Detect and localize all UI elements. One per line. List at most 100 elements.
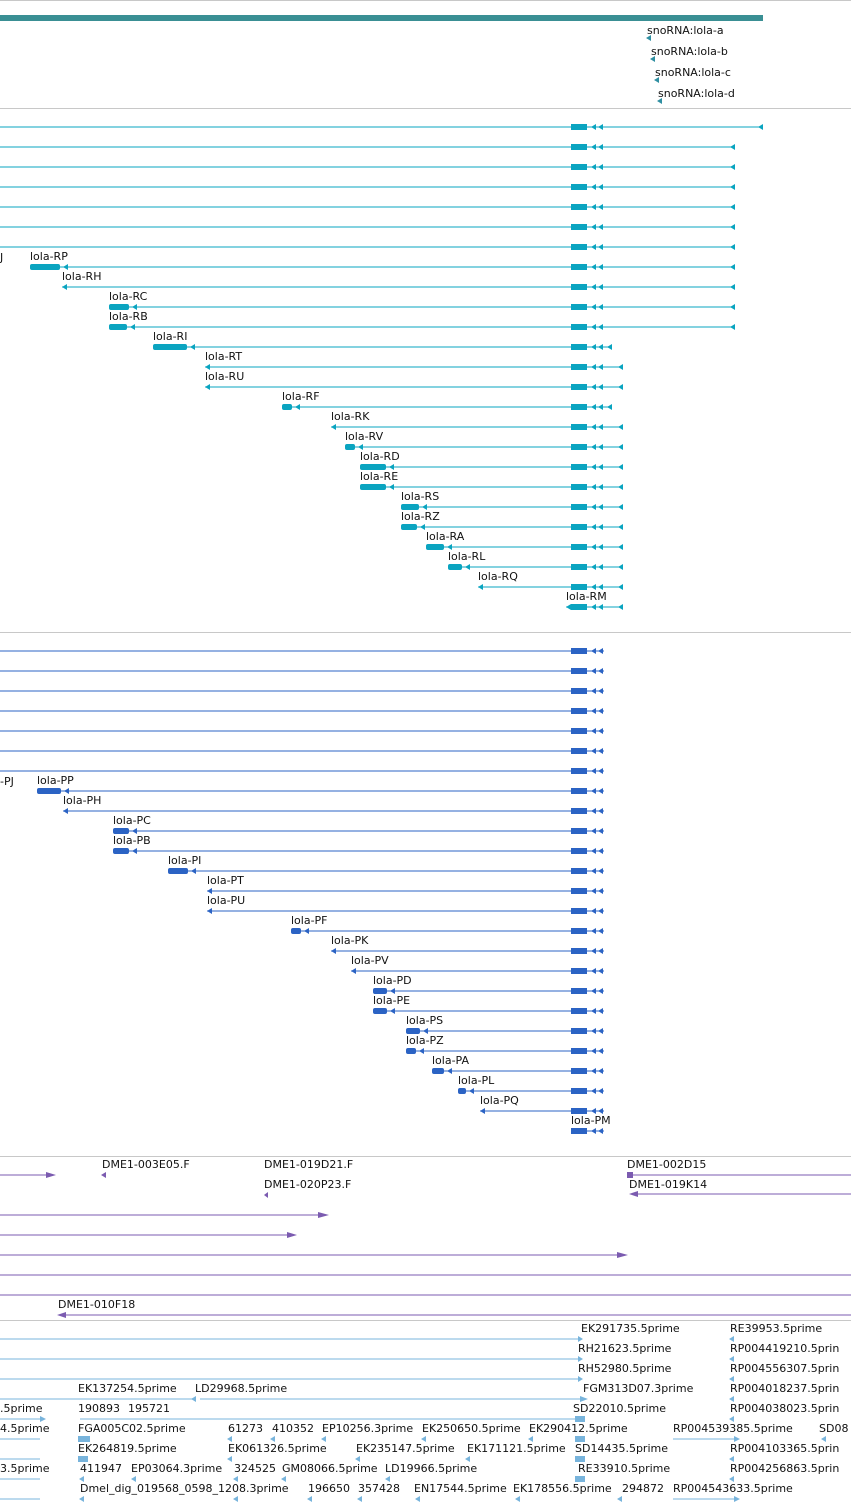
est-label[interactable]: EK137254.5prime	[78, 1382, 177, 1395]
est-label[interactable]: EK171121.5prime	[467, 1442, 566, 1455]
est-label[interactable]: GM08066.5prime	[282, 1462, 378, 1475]
transcript-label[interactable]: lola-RQ	[478, 570, 518, 583]
transcript-label[interactable]: lola-RL	[448, 550, 486, 563]
est-label[interactable]: FGM313D07.3prime	[583, 1382, 694, 1395]
est-label[interactable]: EK235147.5prime	[356, 1442, 455, 1455]
est-label[interactable]: .5prime	[0, 1402, 43, 1415]
protein-label[interactable]: lola-PZ	[406, 1034, 444, 1047]
snorna-label[interactable]: snoRNA:lola-a	[647, 24, 724, 37]
exon-arrow	[191, 868, 196, 874]
est-label[interactable]: EK061326.5prime	[228, 1442, 327, 1455]
snorna-label[interactable]: snoRNA:lola-b	[651, 45, 728, 58]
est-label[interactable]: 196650	[308, 1482, 350, 1495]
est-label[interactable]: EK290412.5prime	[529, 1422, 628, 1435]
gene-span-bar[interactable]	[0, 15, 763, 21]
protein-label[interactable]: lola-PC	[113, 814, 151, 827]
est-label[interactable]: RP004556307.5prin	[730, 1362, 840, 1375]
transcript-label[interactable]: lola-RP	[30, 250, 68, 263]
transcript-label[interactable]: lola-RK	[331, 410, 370, 423]
est-label[interactable]: LD29968.5prime	[195, 1382, 288, 1395]
protein-label[interactable]: lola-PS	[406, 1014, 444, 1027]
exon-cluster	[571, 928, 587, 934]
est-label[interactable]: 294872	[622, 1482, 664, 1495]
est-label[interactable]: 3.5prime	[0, 1462, 50, 1475]
est-label[interactable]: EP03064.3prime	[131, 1462, 223, 1475]
clone-label[interactable]: DME1-019K14	[629, 1178, 708, 1191]
clone-label[interactable]: DME1-002D15	[627, 1158, 707, 1171]
protein-label[interactable]: lola-PU	[207, 894, 246, 907]
exon-arrow	[591, 384, 596, 390]
est-label[interactable]: RP004256863.5prin	[730, 1462, 840, 1475]
est-label[interactable]: SD14435.5prime	[575, 1442, 668, 1455]
est-label[interactable]: RP004419210.5prin	[730, 1342, 840, 1355]
protein-label[interactable]: lola-PE	[373, 994, 411, 1007]
est-label[interactable]: RE39953.5prime	[730, 1322, 823, 1335]
protein-label[interactable]: lola-PQ	[480, 1094, 519, 1107]
est-label[interactable]: SD22010.5prime	[573, 1402, 666, 1415]
est-label[interactable]: SD08	[819, 1422, 849, 1435]
est-label[interactable]: 357428	[358, 1482, 400, 1495]
est-label[interactable]: FGA005C02.5prime	[78, 1422, 186, 1435]
est-label[interactable]: 190893	[78, 1402, 120, 1415]
exon-arrow	[607, 404, 612, 410]
est-label[interactable]: RH52980.5prime	[578, 1362, 672, 1375]
est-label[interactable]: RH21623.5prime	[578, 1342, 672, 1355]
est-label[interactable]: 410352	[272, 1422, 314, 1435]
est-label[interactable]: RP004038023.5prin	[730, 1402, 840, 1415]
est-label[interactable]: EK291735.5prime	[581, 1322, 680, 1335]
transcript-label[interactable]: lola-RM	[566, 590, 607, 603]
transcript-edge-label[interactable]: J	[0, 251, 4, 264]
exon-arrow	[390, 988, 395, 994]
protein-label[interactable]: lola-PF	[291, 914, 328, 927]
transcript-label[interactable]: lola-RC	[109, 290, 148, 303]
transcript-label[interactable]: lola-RF	[282, 390, 320, 403]
est-label[interactable]: 195721	[128, 1402, 170, 1415]
clone-label[interactable]: DME1-020P23.F	[264, 1178, 352, 1191]
transcript-label[interactable]: lola-RA	[426, 530, 465, 543]
protein-label[interactable]: lola-PA	[432, 1054, 470, 1067]
est-label[interactable]: 324525	[234, 1462, 276, 1475]
est-label[interactable]: RP004543633.5prime	[673, 1482, 793, 1495]
est-label[interactable]: RP004539385.5prime	[673, 1422, 793, 1435]
protein-label[interactable]: lola-PV	[351, 954, 389, 967]
transcript-label[interactable]: lola-RZ	[401, 510, 440, 523]
protein-edge-label[interactable]: -PJ	[0, 775, 14, 788]
est-label[interactable]: 411947	[80, 1462, 122, 1475]
transcript-label[interactable]: lola-RV	[345, 430, 384, 443]
est-label[interactable]: RE33910.5prime	[578, 1462, 671, 1475]
est-label[interactable]: 4.5prime	[0, 1422, 50, 1435]
protein-label[interactable]: lola-PL	[458, 1074, 495, 1087]
protein-label[interactable]: lola-PK	[331, 934, 369, 947]
est-label[interactable]: RP004103365.5prin	[730, 1442, 840, 1455]
snorna-label[interactable]: snoRNA:lola-c	[655, 66, 731, 79]
transcript-label[interactable]: lola-RS	[401, 490, 440, 503]
transcript-label[interactable]: lola-RB	[109, 310, 148, 323]
transcript-label[interactable]: lola-RU	[205, 370, 245, 383]
protein-label[interactable]: lola-PM	[571, 1114, 611, 1127]
est-label[interactable]: RP004018237.5prin	[730, 1382, 840, 1395]
est-label[interactable]: EN17544.5prime	[414, 1482, 507, 1495]
exon-arrow	[64, 788, 69, 794]
protein-label[interactable]: lola-PD	[373, 974, 412, 987]
clone-label[interactable]: DME1-010F18	[58, 1298, 136, 1311]
est-label[interactable]: LD19966.5prime	[385, 1462, 478, 1475]
est-label[interactable]: EP10256.3prime	[322, 1422, 414, 1435]
protein-label[interactable]: lola-PT	[207, 874, 244, 887]
clone-label[interactable]: DME1-003E05.F	[102, 1158, 190, 1171]
est-label[interactable]: 61273	[228, 1422, 263, 1435]
est-label[interactable]: Dmel_dig_019568_0598_1208.3prime	[80, 1482, 289, 1495]
clone-label[interactable]: DME1-019D21.F	[264, 1158, 354, 1171]
protein-label[interactable]: lola-PI	[168, 854, 202, 867]
transcript-label[interactable]: lola-RT	[205, 350, 243, 363]
est-label[interactable]: EK250650.5prime	[422, 1422, 521, 1435]
protein-label[interactable]: lola-PH	[63, 794, 102, 807]
est-label[interactable]: EK178556.5prime	[513, 1482, 612, 1495]
transcript-label[interactable]: lola-RD	[360, 450, 400, 463]
snorna-label[interactable]: snoRNA:lola-d	[658, 87, 735, 100]
protein-label[interactable]: lola-PP	[37, 774, 74, 787]
transcript-label[interactable]: lola-RE	[360, 470, 399, 483]
protein-label[interactable]: lola-PB	[113, 834, 151, 847]
est-label[interactable]: EK264819.5prime	[78, 1442, 177, 1455]
transcript-label[interactable]: lola-RH	[62, 270, 102, 283]
transcript-label[interactable]: lola-RI	[153, 330, 188, 343]
